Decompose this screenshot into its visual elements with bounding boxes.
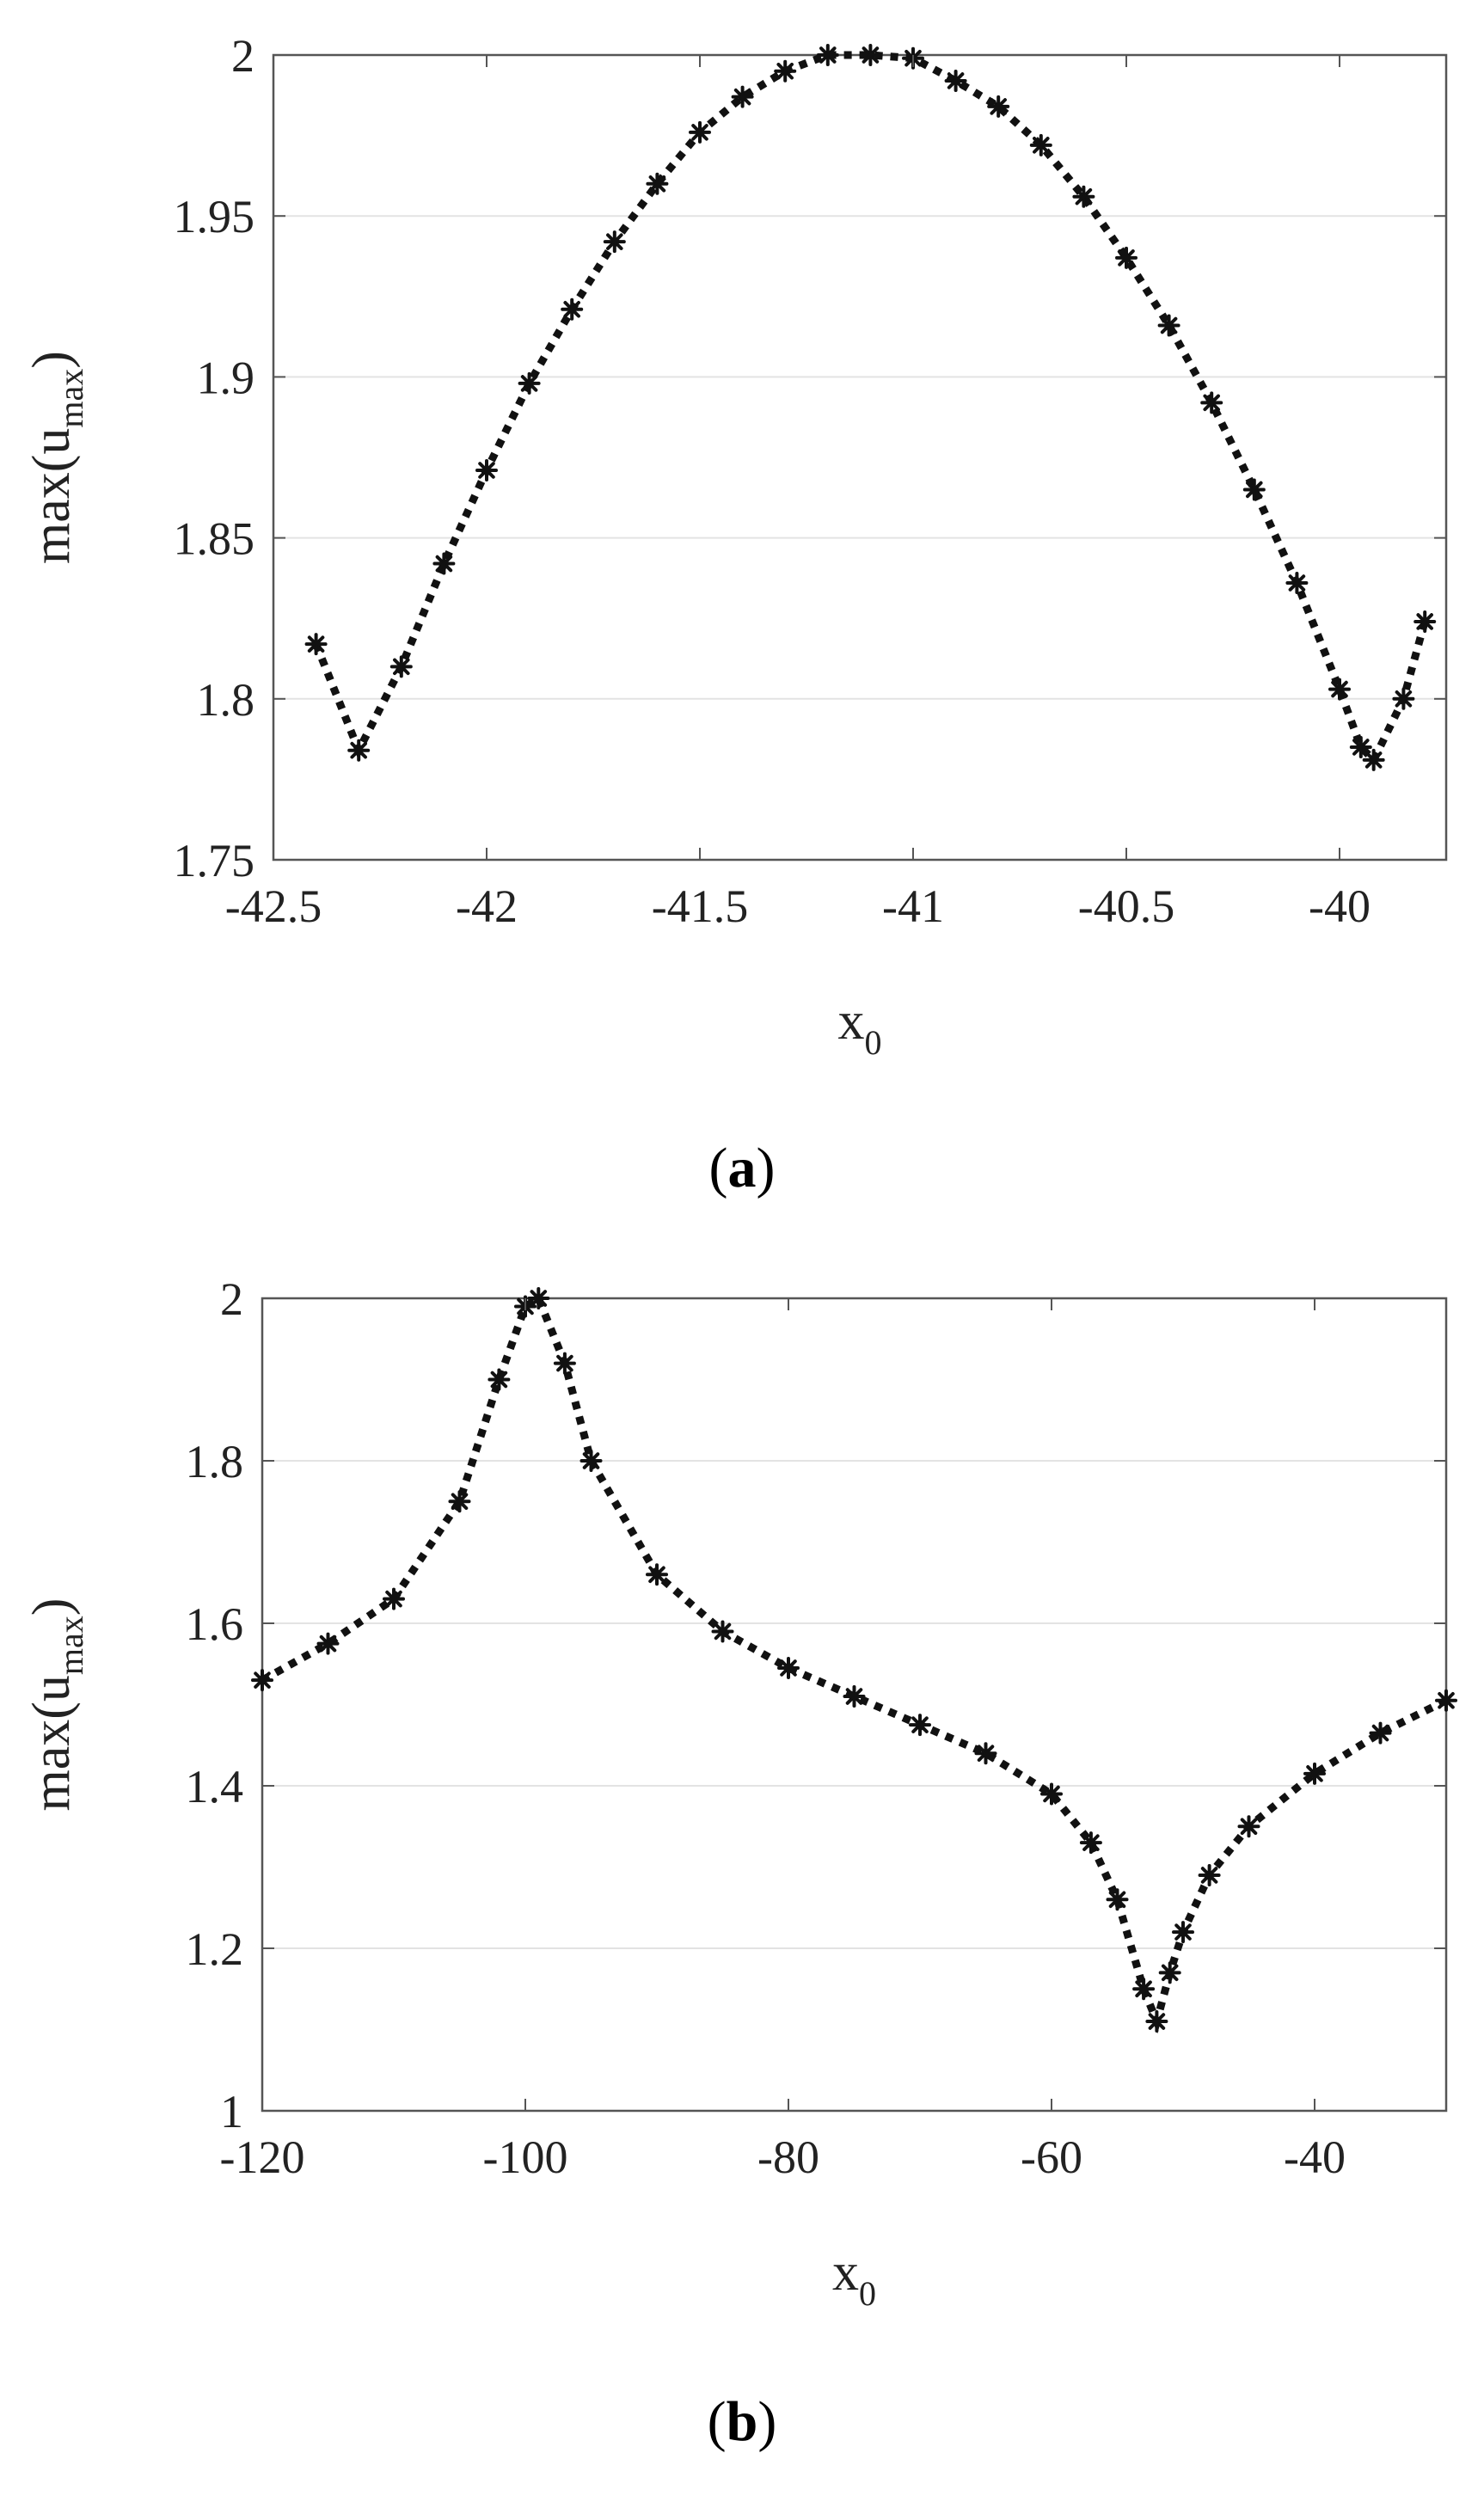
data-point [1435, 1689, 1457, 1712]
data-point [1158, 1961, 1181, 1984]
data-point [646, 172, 669, 195]
y-tick-label: 2 [231, 30, 254, 82]
data-point [432, 552, 456, 575]
data-point [1392, 687, 1415, 710]
x-tick-label: -100 [483, 2131, 568, 2183]
x-tick-label: -40 [1284, 2131, 1346, 2183]
data-point [488, 1368, 511, 1391]
data-point [1115, 246, 1138, 269]
y-tick-label: 1.9 [197, 352, 255, 403]
data-point [909, 1714, 931, 1737]
y-tick-label: 1 [220, 2086, 243, 2137]
panel-a-x-axis-label: x0 [838, 992, 882, 1062]
data-point [974, 1742, 997, 1765]
data-point [389, 655, 413, 678]
data-point [518, 371, 541, 395]
x-tick-label: -42 [456, 880, 518, 932]
series-line [260, 1292, 1448, 2034]
data-point [579, 1450, 603, 1472]
data-point [711, 1620, 734, 1643]
y-tick-label: 1.85 [174, 513, 255, 565]
data-point [475, 458, 498, 481]
x-tick-label: -80 [757, 2131, 819, 2183]
data-point [1362, 748, 1385, 771]
data-point [1145, 2010, 1168, 2033]
data-point [646, 1563, 668, 1586]
y-tick-label: 1.8 [197, 674, 255, 726]
data-point [1303, 1762, 1326, 1785]
x-tick-label: -40 [1309, 880, 1371, 932]
y-tick-label: 1.2 [186, 1923, 244, 1975]
data-point [689, 120, 711, 144]
panel-a-background [0, 0, 1484, 1204]
data-point [1029, 133, 1052, 156]
data-point [1132, 1978, 1156, 2001]
data-point [251, 1669, 273, 1692]
chart-panel-b: -120 -100 -80 -60 -40 1 1.2 1.4 1.6 1.8 2 x0 max(u… [22, 1273, 1457, 2453]
data-point [1242, 478, 1266, 501]
x-tick-label: -42.5 [225, 880, 322, 932]
x-tick-label: -60 [1021, 2131, 1082, 2183]
x-tick-label: -41 [882, 880, 944, 932]
data-point [774, 59, 797, 83]
data-point [1349, 735, 1372, 758]
chart-panel-a: -42.5 -42 -41.5 -41 -40.5 -40 1.75 1.8 1.85 1.9 1.… [0, 0, 1484, 1204]
panel-b-x-axis-label: x0 [832, 2243, 876, 2313]
data-point [1172, 1921, 1194, 1944]
data-point [859, 44, 882, 66]
data-point [1285, 572, 1309, 595]
data-point [1157, 314, 1180, 337]
panel-b-tick-labels: -120 -100 -80 -60 -40 1 1.2 1.4 1.6 1.8 2 [186, 1273, 1446, 2183]
data-point [347, 739, 371, 762]
data-point [777, 1656, 800, 1679]
panel-a-gridlines [273, 215, 1446, 700]
data-point [553, 1352, 576, 1375]
panel-b-gridlines [262, 1460, 1446, 1949]
data-point [843, 1685, 866, 1708]
y-tick-label: 2 [220, 1273, 243, 1325]
panel-a-caption: (a) [709, 1137, 776, 1199]
y-tick-label: 1.8 [186, 1436, 244, 1487]
panel-b-y-axis-label: max(umax) [22, 1598, 90, 1812]
data-point [1369, 1721, 1392, 1745]
data-point [448, 1490, 471, 1513]
x-tick-label: -40.5 [1078, 880, 1174, 932]
x-tick-label: -41.5 [652, 880, 748, 932]
x-tick-label: -120 [220, 2131, 305, 2183]
y-tick-label: 1.95 [174, 191, 255, 242]
data-point [527, 1287, 550, 1309]
data-point [987, 95, 1010, 118]
y-tick-label: 1.4 [186, 1761, 244, 1812]
data-point [1237, 1815, 1260, 1838]
data-point [731, 85, 754, 108]
data-point [1072, 185, 1095, 208]
data-point [603, 230, 626, 254]
panel-a-tick-labels: -42.5 -42 -41.5 -41 -40.5 -40 1.75 1.8 1.85 1.9 1.… [174, 30, 1446, 932]
data-point [944, 69, 967, 92]
panel-b-data-series [251, 1287, 1457, 2034]
panel-a-y-axis-label: max(umax) [22, 351, 90, 564]
data-point [304, 633, 328, 656]
y-tick-label: 1.75 [174, 835, 255, 886]
panel-b-caption: (b) [708, 2390, 777, 2453]
data-point [1106, 1888, 1129, 1911]
y-tick-label: 1.6 [186, 1598, 244, 1650]
data-point [1413, 610, 1437, 633]
data-point [1040, 1782, 1063, 1806]
data-point [1079, 1831, 1102, 1855]
data-point [561, 297, 584, 321]
data-point [1328, 678, 1351, 701]
data-point [383, 1587, 405, 1610]
data-point [1198, 1863, 1221, 1886]
data-point [316, 1632, 340, 1655]
data-point [816, 44, 839, 66]
data-point [1200, 391, 1223, 414]
